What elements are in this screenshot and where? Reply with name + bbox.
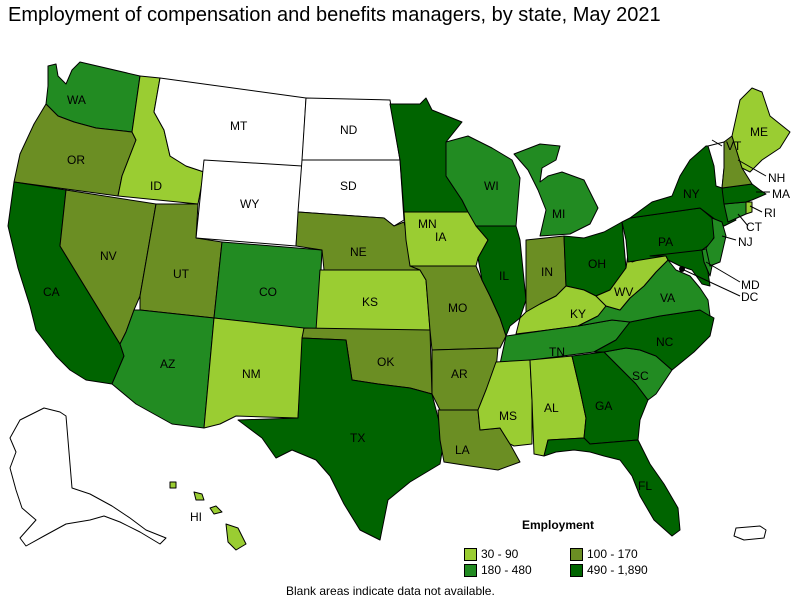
label-CO: CO [259,285,277,299]
legend: Employment 30 - 90 100 - 170 180 - 480 4… [462,518,662,578]
state-WI [445,135,521,227]
legend-swatch-2 [570,547,583,561]
state-MA [721,183,767,205]
label-OH: OH [588,257,606,271]
label-NV: NV [100,249,117,263]
label-AL: AL [544,401,559,415]
state-AK [9,407,167,547]
label-NY: NY [683,187,700,201]
map-title: Employment of compensation and benefits … [8,4,661,26]
state-MO [409,265,507,351]
legend-swatch-1 [464,547,477,561]
label-CT: CT [746,220,763,234]
label-MT: MT [230,119,248,133]
label-MN: MN [418,217,437,231]
label-IN: IN [541,265,553,279]
state-labels: WA OR CA ID NV MT WY UT AZ CO NM ND SD N… [43,93,790,524]
label-OK: OK [377,355,394,369]
state-RI [745,201,753,215]
label-WV: WV [614,285,633,299]
label-KY: KY [570,307,586,321]
label-IL: IL [499,269,509,283]
label-ID: ID [150,179,162,193]
label-WY: WY [240,197,259,211]
label-NE: NE [350,245,367,259]
legend-item-3: 180 - 480 [464,563,532,577]
label-MS: MS [499,409,517,423]
state-PR [733,525,767,541]
legend-item-4: 490 - 1,890 [570,563,648,577]
label-WA: WA [67,93,86,107]
label-MO: MO [448,301,467,315]
label-KS: KS [362,295,378,309]
label-MD: MD [741,278,760,292]
callout-lines [683,139,770,297]
label-ND: ND [340,123,358,137]
label-WI: WI [484,179,499,193]
label-ME: ME [750,125,768,139]
dc-marker [679,266,685,272]
label-TX: TX [350,431,365,445]
state-MI [513,143,599,237]
legend-title: Employment [522,518,595,532]
label-MI: MI [552,207,565,221]
label-VA: VA [660,291,675,305]
label-NH: NH [768,171,785,185]
label-RI: RI [764,206,776,220]
label-GA: GA [595,399,612,413]
legend-label-2: 100 - 170 [587,547,638,561]
label-NJ: NJ [738,235,753,249]
state-FL [543,437,681,537]
legend-label-3: 180 - 480 [481,563,532,577]
state-TX [237,337,445,541]
label-SC: SC [632,369,649,383]
label-DC: DC [741,290,759,304]
label-LA: LA [455,443,470,457]
label-NC: NC [656,335,674,349]
legend-label-1: 30 - 90 [481,547,519,561]
legend-swatch-3 [464,563,477,577]
legend-label-4: 490 - 1,890 [587,563,648,577]
label-UT: UT [173,267,190,281]
state-NJ [705,217,727,267]
label-AR: AR [451,367,468,381]
label-FL: FL [638,479,652,493]
label-MA: MA [772,187,790,201]
legend-item-1: 30 - 90 [464,547,518,561]
label-NM: NM [242,367,261,381]
label-OR: OR [67,153,85,167]
label-IA: IA [435,230,446,244]
state-HI [169,481,247,551]
label-TN: TN [549,345,565,359]
legend-swatch-4 [570,563,583,577]
label-CA: CA [43,285,60,299]
label-PA: PA [658,235,673,249]
footnote: Blank areas indicate data not available. [286,584,495,598]
state-ME [731,87,791,173]
label-VT: VT [726,139,742,153]
label-AZ: AZ [160,357,175,371]
label-HI: HI [190,510,202,524]
label-SD: SD [340,179,357,193]
legend-item-2: 100 - 170 [570,547,638,561]
